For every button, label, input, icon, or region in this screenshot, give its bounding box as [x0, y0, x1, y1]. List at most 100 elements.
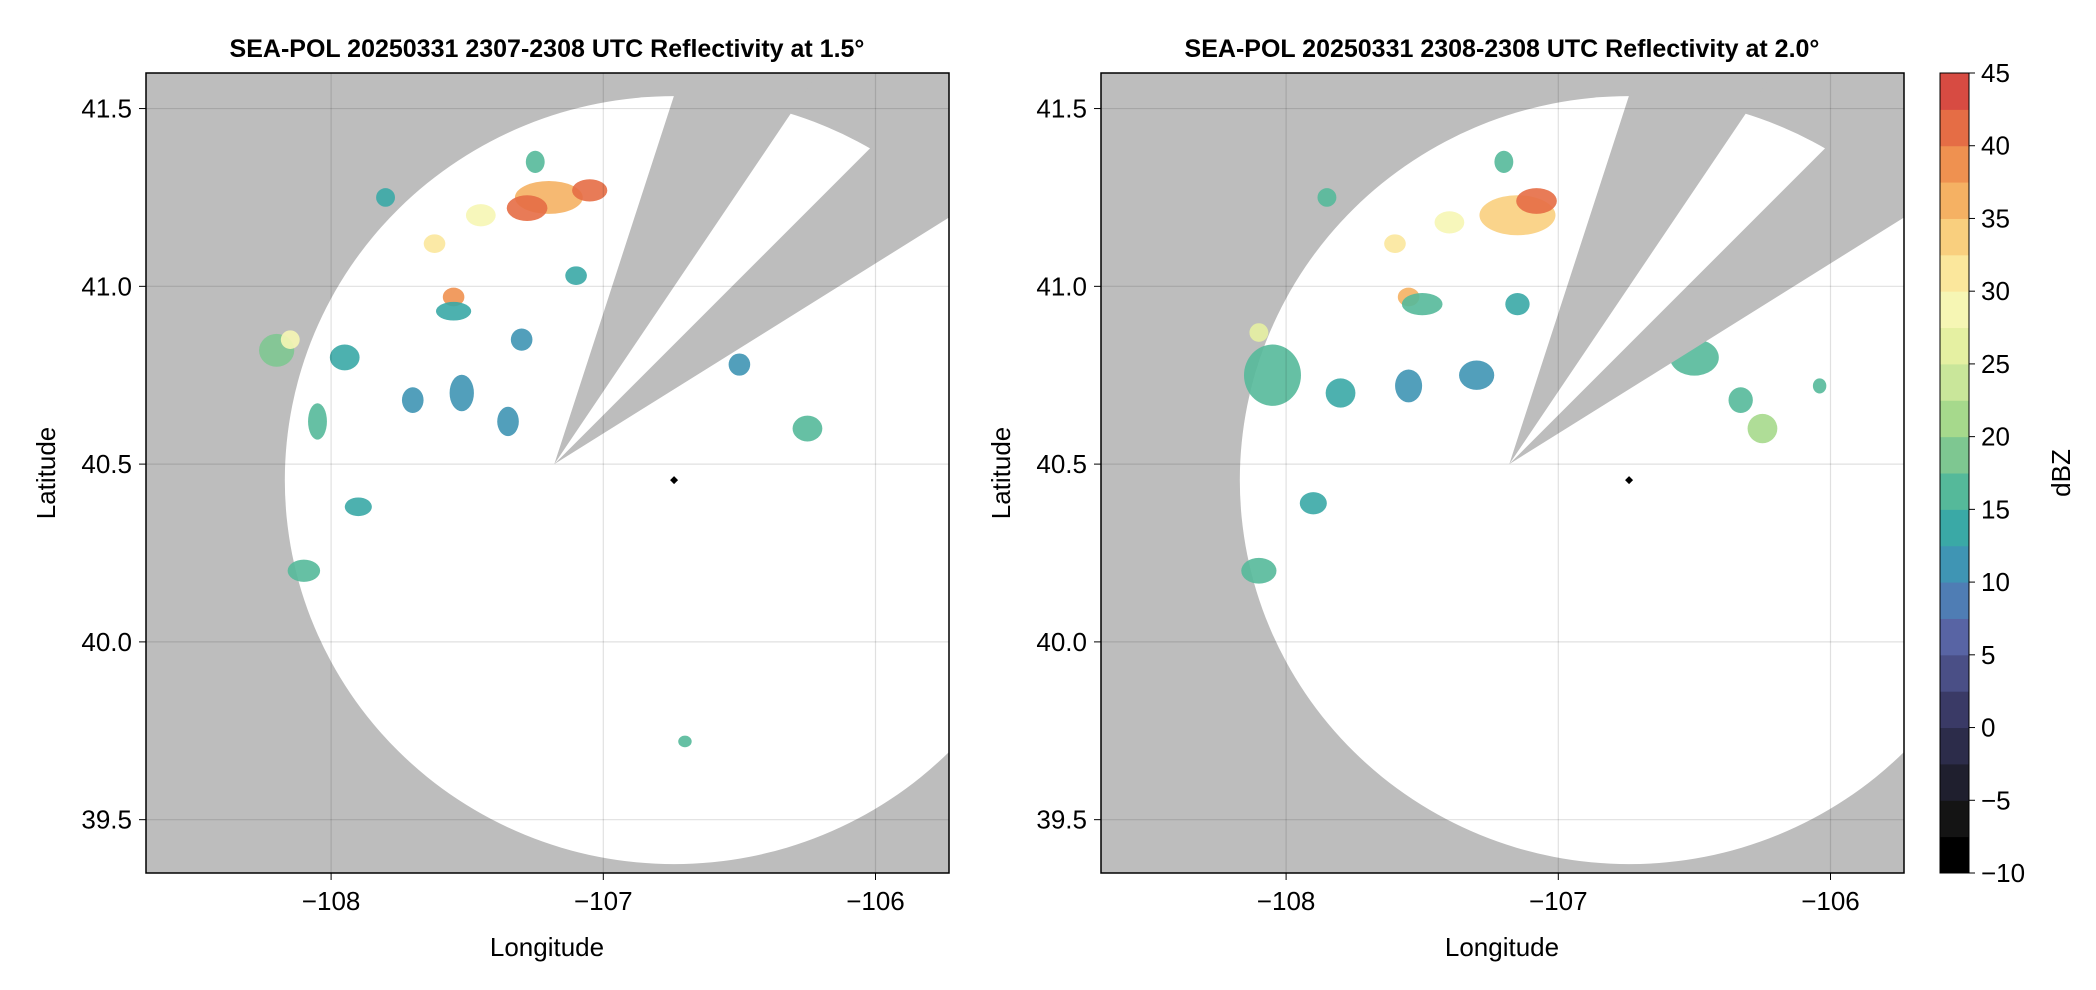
- echo-cell-3: [465, 204, 496, 227]
- y-tick-label-2: 40.5: [81, 449, 132, 479]
- echo-cell-11: [1505, 293, 1530, 316]
- echo-layer-right: [1241, 150, 1827, 584]
- panel-right: −108 −107 −106 39.5 40.0 40.5 41.0 41.5 SEA-POL…: [986, 35, 1905, 962]
- colorbar-tick-label-8: 5: [1981, 640, 1995, 670]
- echo-cell-14: [1728, 387, 1753, 413]
- colorbar-tick-label-6: 15: [1981, 494, 2010, 524]
- y-tick-label-4: 41.5: [1036, 94, 1087, 124]
- colorbar-swatch-4: [1940, 691, 1969, 729]
- echo-cell-19: [1812, 378, 1827, 394]
- y-tick-label-3: 41.0: [81, 271, 132, 301]
- y-tick-label-4: 41.5: [81, 94, 132, 124]
- panel-left: −108 −107 −106 39.5 40.0 40.5 41.0 41.5 SEA-POL…: [31, 35, 950, 962]
- blocked-sector-1: [554, 73, 949, 465]
- echo-cell-2: [572, 179, 608, 202]
- y-axis-label-left: Latitude: [31, 427, 61, 520]
- colorbar-tick-label-1: 40: [1981, 131, 2010, 161]
- y-tick-label-1: 40.0: [81, 627, 132, 657]
- echo-cell-5: [1401, 293, 1443, 316]
- y-tick-label-0: 39.5: [1036, 805, 1087, 835]
- echo-cell-12: [497, 406, 519, 437]
- colorbar-swatch-18: [1940, 182, 1969, 219]
- colorbar-swatch-19: [1940, 145, 1969, 183]
- grid-left: [146, 73, 949, 873]
- echo-cell-19: [344, 497, 372, 517]
- colorbar-tick-label-5: 20: [1981, 422, 2010, 452]
- colorbar-swatch-3: [1940, 727, 1969, 765]
- grid-right: [1101, 73, 1904, 873]
- echo-cell-11: [449, 374, 474, 412]
- echo-cell-6: [1243, 344, 1301, 406]
- x-axis-label-left: Longitude: [490, 932, 604, 962]
- y-tick-label-1: 40.0: [1036, 627, 1087, 657]
- colorbar-tick-label-10: −5: [1981, 785, 2011, 815]
- x-tick-label-1: −107: [574, 886, 633, 916]
- colorbar-swatch-8: [1940, 545, 1969, 583]
- colorbar-swatch-11: [1940, 436, 1969, 474]
- colorbar: 45 40 35 30 25 20 15 10 5 0 −5 −10 dBZ: [1939, 58, 2076, 888]
- echo-cell-18: [792, 415, 823, 442]
- echo-layer-left: [259, 150, 823, 748]
- echo-cell-20: [287, 559, 321, 582]
- colorbar-swatch-2: [1940, 763, 1969, 801]
- colorbar-swatch-9: [1940, 509, 1969, 547]
- x-tick-label-2: −106: [1801, 886, 1860, 916]
- plot-frame-right: [1100, 72, 1905, 874]
- colorbar-swatch-17: [1940, 218, 1969, 256]
- colorbar-tick-label-4: 25: [1981, 349, 2010, 379]
- echo-cell-18: [1494, 150, 1514, 173]
- colorbar-tick-label-0: 45: [1981, 58, 2010, 88]
- x-tick-label-0: −108: [1257, 886, 1316, 916]
- colorbar-tick-label-11: −10: [1981, 858, 2025, 888]
- y-tick-label-2: 40.5: [1036, 449, 1087, 479]
- colorbar-swatches: [1940, 73, 1969, 874]
- echo-cell-2: [1434, 211, 1465, 234]
- echo-cell-9: [329, 344, 360, 371]
- colorbar-swatch-6: [1940, 618, 1969, 656]
- colorbar-swatch-10: [1940, 473, 1969, 510]
- echo-cell-10: [1459, 360, 1495, 390]
- echo-cell-14: [510, 328, 533, 351]
- echo-cell-16: [1241, 557, 1277, 584]
- colorbar-tick-label-3: 30: [1981, 276, 2010, 306]
- x-tick-label-2: −106: [846, 886, 905, 916]
- echo-cell-8: [1325, 378, 1356, 408]
- colorbar-swatch-0: [1940, 836, 1969, 874]
- echo-cell-15: [1299, 492, 1327, 515]
- x-axis-label-right: Longitude: [1445, 932, 1559, 962]
- colorbar-swatch-14: [1940, 327, 1969, 365]
- blocked-sector-1: [1509, 73, 1904, 465]
- echo-cell-22: [565, 266, 587, 285]
- y-tick-label-3: 41.0: [1036, 271, 1087, 301]
- echo-cell-21: [678, 735, 692, 748]
- plot-frame-left: [145, 72, 950, 874]
- colorbar-swatch-7: [1940, 582, 1969, 619]
- chart-title-right: SEA-POL 20250331 2308-2308 UTC Reflectiv…: [1185, 35, 1820, 63]
- colorbar-tick-label-9: 0: [1981, 713, 1995, 743]
- colorbar-swatch-12: [1940, 400, 1969, 438]
- colorbar-swatch-16: [1940, 254, 1969, 292]
- echo-cell-17: [1317, 188, 1337, 207]
- echo-cell-1: [506, 195, 548, 221]
- x-tick-label-1: −107: [1529, 886, 1588, 916]
- echo-cell-8: [280, 330, 300, 349]
- echo-cell-15: [525, 150, 545, 173]
- echo-cell-4: [423, 234, 446, 254]
- colorbar-label: dBZ: [2046, 449, 2076, 497]
- colorbar-frame: [1939, 72, 1970, 874]
- echo-cell-16: [376, 188, 395, 207]
- echo-cell-13: [401, 387, 424, 413]
- x-tick-label-0: −108: [302, 886, 361, 916]
- y-tick-label-0: 39.5: [81, 805, 132, 835]
- chart-title-left: SEA-POL 20250331 2307-2308 UTC Reflectiv…: [230, 35, 865, 63]
- echo-cell-10: [308, 403, 327, 440]
- colorbar-swatch-5: [1940, 654, 1969, 692]
- colorbar-swatch-13: [1940, 363, 1969, 401]
- colorbar-swatch-21: [1940, 73, 1969, 110]
- colorbar-tick-label-7: 10: [1981, 567, 2010, 597]
- radar-site-marker-right: [1625, 476, 1634, 485]
- echo-cell-13: [1747, 413, 1778, 444]
- blocked-sectors-right: [1509, 73, 1904, 465]
- colorbar-ticks: 45 40 35 30 25 20 15 10 5 0 −5 −10: [1969, 58, 2025, 888]
